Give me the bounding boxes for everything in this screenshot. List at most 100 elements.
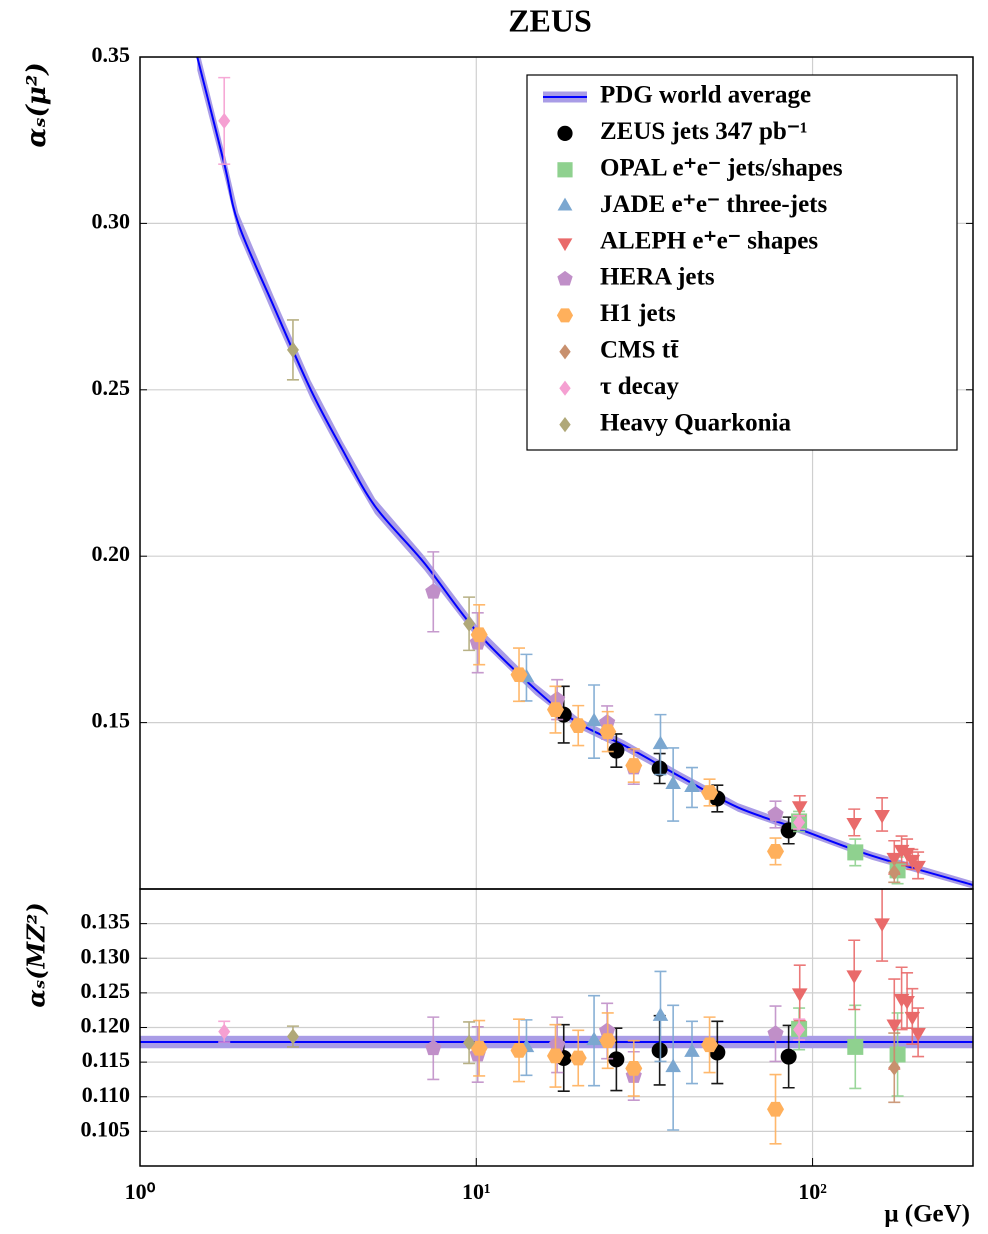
legend-swatch	[559, 417, 571, 433]
marker	[218, 1023, 231, 1040]
marker	[910, 860, 926, 875]
legend-label: H1 jets	[600, 300, 676, 327]
y-tick-label: 0.135	[81, 909, 131, 934]
marker	[425, 1039, 442, 1056]
chart-title: ZEUS	[508, 2, 592, 38]
marker	[888, 1059, 901, 1076]
marker	[470, 627, 488, 643]
marker	[767, 1025, 784, 1041]
legend-swatch	[557, 270, 573, 286]
marker	[463, 1034, 476, 1051]
y-tick-label: 0.130	[81, 943, 131, 968]
marker	[665, 775, 681, 790]
marker	[684, 1043, 700, 1057]
marker	[510, 1042, 528, 1058]
marker	[684, 778, 700, 792]
marker	[701, 785, 719, 800]
x-tick-label: 10²	[798, 1179, 827, 1204]
legend-box	[526, 74, 958, 451]
marker	[874, 918, 890, 932]
marker	[665, 1058, 681, 1073]
marker	[886, 1019, 903, 1034]
marker	[904, 1011, 921, 1026]
marker	[652, 1007, 669, 1021]
marker	[286, 341, 299, 358]
marker	[889, 1046, 906, 1063]
marker	[846, 970, 862, 984]
marker	[608, 1051, 625, 1068]
y-tick-label: 0.125	[81, 978, 131, 1003]
y-tick-label: 0.15	[92, 708, 131, 733]
legend-label: ZEUS jets 347 pb⁻¹	[600, 118, 808, 145]
bottom-panel	[140, 889, 973, 1166]
marker	[888, 864, 901, 881]
marker	[599, 724, 617, 739]
marker	[767, 844, 785, 859]
marker	[569, 1050, 587, 1066]
marker	[218, 112, 231, 129]
marker	[847, 844, 864, 861]
marker	[586, 712, 602, 727]
legend-swatch	[559, 344, 571, 360]
y-tick-label: 0.25	[92, 375, 131, 400]
legend-label: ALEPH e⁺e⁻ shapes	[600, 227, 818, 254]
marker	[470, 1040, 488, 1056]
marker	[701, 1037, 719, 1053]
marker	[625, 758, 643, 773]
marker	[599, 1033, 617, 1049]
marker	[510, 667, 528, 683]
marker	[546, 1048, 564, 1064]
marker	[874, 809, 890, 824]
legend-swatch	[559, 380, 571, 396]
y-tick-label: 0.110	[82, 1082, 130, 1107]
legend-label: JADE e⁺e⁻ three-jets	[600, 191, 828, 218]
legend-swatch	[557, 238, 573, 252]
marker	[549, 1036, 566, 1052]
marker	[910, 1027, 926, 1042]
marker	[546, 702, 564, 717]
pdg-band	[197, 57, 973, 889]
y-axis-label: αₛ(μ²)	[22, 62, 52, 147]
marker	[463, 615, 476, 632]
marker	[793, 1021, 806, 1038]
y-tick-label: 0.105	[81, 1116, 131, 1141]
y-tick-label: 0.120	[81, 1013, 131, 1038]
marker	[586, 1031, 602, 1046]
x-tick-label: 10⁰	[125, 1179, 156, 1204]
marker	[625, 1060, 643, 1076]
legend-label: Heavy Quarkonia	[600, 409, 791, 436]
legend-swatch	[557, 197, 573, 211]
legend-label: PDG world average	[600, 82, 811, 109]
marker	[608, 742, 625, 759]
plot-frame	[139, 888, 974, 1167]
marker	[286, 1028, 299, 1045]
y-axis-label: αₛ(MZ²)	[22, 902, 51, 1007]
marker	[846, 817, 862, 832]
marker	[767, 805, 784, 822]
marker	[652, 735, 669, 750]
legend-swatch	[557, 162, 573, 178]
y-tick-label: 0.20	[92, 541, 131, 566]
marker	[793, 814, 806, 831]
marker	[899, 847, 915, 862]
marker	[780, 1048, 797, 1065]
marker	[899, 995, 915, 1010]
marker	[791, 801, 808, 815]
marker	[569, 718, 587, 733]
marker	[886, 852, 903, 867]
x-tick-label: 10¹	[462, 1179, 491, 1204]
x-axis-label: μ (GeV)	[884, 1201, 970, 1228]
marker	[651, 760, 668, 777]
marker	[791, 988, 808, 1002]
legend-label: HERA jets	[600, 264, 715, 291]
y-tick-label: 0.115	[82, 1047, 130, 1072]
legend-label: OPAL e⁺e⁻ jets/shapes	[600, 155, 843, 182]
legend-label: CMS tt̄	[600, 337, 679, 364]
legend-swatch	[557, 125, 573, 141]
legend-swatch	[556, 308, 574, 323]
legend-label: τ decay	[600, 373, 679, 400]
y-tick-label: 0.30	[92, 208, 131, 233]
marker	[425, 583, 442, 599]
marker	[847, 1038, 864, 1055]
